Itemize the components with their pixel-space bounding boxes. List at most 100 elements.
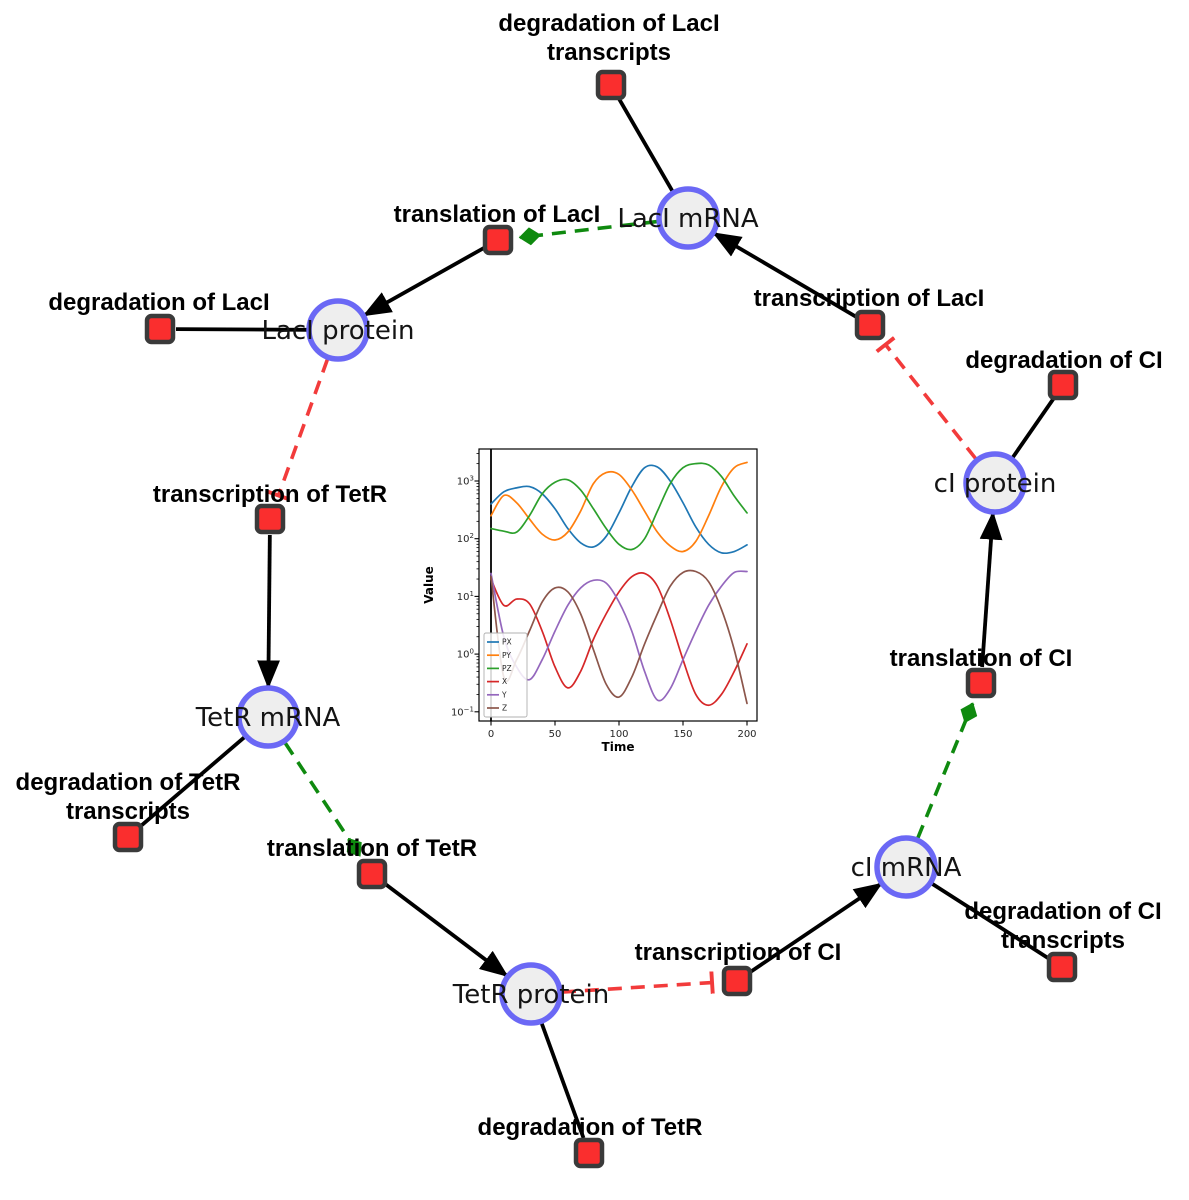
x-tick-label: 200 xyxy=(737,729,756,740)
edge-ci-mrna-deg-ci-transcripts xyxy=(931,882,1050,960)
species-label-tetr-protein: TetR protein xyxy=(452,980,609,1010)
y-tick-label: 101 xyxy=(457,590,474,603)
reaction-label-deg-ci-transcripts: degradation of CI transcripts xyxy=(964,898,1161,954)
species-circle-icon[interactable] xyxy=(656,186,720,250)
reaction-label-transcr-tetr: transcription of TetR xyxy=(153,481,387,508)
edge-tetr-protein-transcr-ci xyxy=(561,971,715,994)
edge-layer xyxy=(138,97,1056,1139)
species-label-tetr-mrna: TetR mRNA xyxy=(195,703,341,733)
node-layer: degradation of LacI transcripts translatio… xyxy=(16,10,1163,1169)
species-circle-icon[interactable] xyxy=(874,835,938,899)
reaction-square-icon[interactable] xyxy=(573,1137,605,1169)
species-node-laci-mrna[interactable]: LacI mRNA xyxy=(617,186,759,250)
legend-label-X: X xyxy=(502,677,507,686)
reaction-node-deg-laci[interactable]: degradation of LacI xyxy=(48,289,270,345)
reaction-square-icon[interactable] xyxy=(721,965,753,997)
reaction-square-icon[interactable] xyxy=(965,667,997,699)
y-axis-label: Value xyxy=(422,566,436,604)
species-node-tetr-protein[interactable]: TetR protein xyxy=(452,962,609,1026)
x-tick-label: 0 xyxy=(488,729,494,740)
x-tick-label: 50 xyxy=(549,729,562,740)
species-circle-icon[interactable] xyxy=(499,962,563,1026)
reaction-label-transcr-ci: transcription of CI xyxy=(635,939,842,966)
edge-laci-mrna-transl-laci xyxy=(518,219,658,246)
reaction-square-icon[interactable] xyxy=(595,69,627,101)
x-tick-label: 100 xyxy=(609,729,628,740)
reaction-square-icon[interactable] xyxy=(112,821,144,853)
y-tick-label: 100 xyxy=(457,648,474,661)
timeseries-plot: 10−1 100 101 102 103 0 50 100 150 200 Time Value PX P… xyxy=(422,448,758,754)
reaction-node-transl-laci[interactable]: translation of LacI xyxy=(394,201,601,256)
reaction-label-transcr-laci: transcription of LacI xyxy=(754,285,985,312)
reaction-label-transl-ci: translation of CI xyxy=(890,645,1073,672)
reaction-node-deg-tetr-transcripts[interactable]: degradation of TetR transcripts xyxy=(16,769,241,853)
reaction-node-transl-ci[interactable]: translation of CI xyxy=(890,645,1073,699)
edge-laci-mrna-deg-laci-transcripts xyxy=(617,97,675,193)
species-node-ci-protein[interactable]: cI protein xyxy=(934,451,1057,515)
reaction-node-deg-tetr[interactable]: degradation of TetR xyxy=(478,1114,703,1169)
legend-label-PZ: PZ xyxy=(502,664,512,673)
edge-tetr-protein-deg-tetr xyxy=(539,1022,586,1139)
reaction-square-icon[interactable] xyxy=(482,224,514,256)
edge-ci-mrna-transl-ci xyxy=(916,702,978,839)
edge-transl-ci-ci-protein xyxy=(979,511,1003,668)
reaction-label-deg-ci: degradation of CI xyxy=(965,347,1162,374)
reaction-node-transcr-tetr[interactable]: transcription of TetR xyxy=(153,481,387,535)
legend-label-PX: PX xyxy=(502,638,512,647)
species-node-laci-protein[interactable]: LacI protein xyxy=(261,298,415,362)
reaction-node-transcr-laci[interactable]: transcription of LacI xyxy=(754,285,985,341)
reaction-label-deg-tetr-transcripts: degradation of TetR transcripts xyxy=(16,769,241,825)
species-label-ci-mrna: cI mRNA xyxy=(851,853,962,883)
reaction-label-deg-laci-transcripts: degradation of LacI transcripts xyxy=(498,10,719,66)
edge-tetr-mrna-deg-tetr-transcripts xyxy=(138,735,246,829)
reaction-label-deg-laci: degradation of LacI xyxy=(48,289,269,316)
edge-transcr-ci-ci-mrna xyxy=(749,882,883,974)
series-line-Y xyxy=(490,570,748,702)
reaction-square-icon[interactable] xyxy=(254,503,286,535)
species-circle-icon[interactable] xyxy=(306,298,370,362)
reaction-square-icon[interactable] xyxy=(1046,951,1078,983)
edge-transl-tetr-tetr-protein xyxy=(383,882,509,978)
edge-transl-laci-laci-protein xyxy=(362,246,485,317)
species-circle-icon[interactable] xyxy=(963,451,1027,515)
species-label-laci-protein: LacI protein xyxy=(261,316,414,346)
reaction-square-icon[interactable] xyxy=(144,313,176,345)
y-tick-label: 10−1 xyxy=(451,705,474,718)
series-line-PX xyxy=(490,464,748,555)
y-tick-label: 102 xyxy=(457,532,474,545)
reaction-node-deg-laci-transcripts[interactable]: degradation of LacI transcripts xyxy=(498,10,720,101)
reaction-square-icon[interactable] xyxy=(356,858,388,890)
series-line-PY xyxy=(490,461,748,553)
reaction-node-deg-ci-transcripts[interactable]: degradation of CI transcripts xyxy=(964,898,1162,983)
legend-label-Y: Y xyxy=(501,690,507,699)
reaction-label-transl-tetr: translation of TetR xyxy=(267,835,477,862)
species-node-tetr-mrna[interactable]: TetR mRNA xyxy=(195,685,341,749)
edge-ci-protein-transcr-laci xyxy=(875,336,978,460)
edge-ci-protein-deg-ci xyxy=(1011,397,1056,459)
reaction-label-transl-laci: translation of LacI xyxy=(394,201,601,228)
series-line-Z xyxy=(490,569,748,705)
edge-laci-protein-deg-laci xyxy=(175,327,308,332)
species-label-ci-protein: cI protein xyxy=(934,469,1057,499)
species-circle-icon[interactable] xyxy=(236,685,300,749)
series-line-PZ xyxy=(490,462,748,551)
x-axis-label: Time xyxy=(602,740,635,754)
reaction-label-deg-tetr: degradation of TetR xyxy=(478,1114,703,1141)
legend-label-PY: PY xyxy=(502,651,511,660)
edge-transcr-laci-laci-mrna xyxy=(712,232,858,319)
legend-box xyxy=(483,632,528,718)
series-layer xyxy=(490,461,748,707)
series-line-X xyxy=(490,571,748,707)
reaction-node-deg-ci[interactable]: degradation of CI xyxy=(965,347,1163,401)
reaction-node-transl-tetr[interactable]: translation of TetR xyxy=(267,835,477,890)
x-tick-label: 150 xyxy=(673,729,692,740)
species-label-laci-mrna: LacI mRNA xyxy=(617,204,758,234)
y-tick-label: 103 xyxy=(457,475,474,488)
reaction-square-icon[interactable] xyxy=(854,309,886,341)
species-node-ci-mrna[interactable]: cI mRNA xyxy=(851,835,962,899)
reaction-square-icon[interactable] xyxy=(1047,369,1079,401)
edge-laci-protein-transcr-tetr xyxy=(267,358,330,502)
reaction-node-transcr-ci[interactable]: transcription of CI xyxy=(635,939,842,997)
